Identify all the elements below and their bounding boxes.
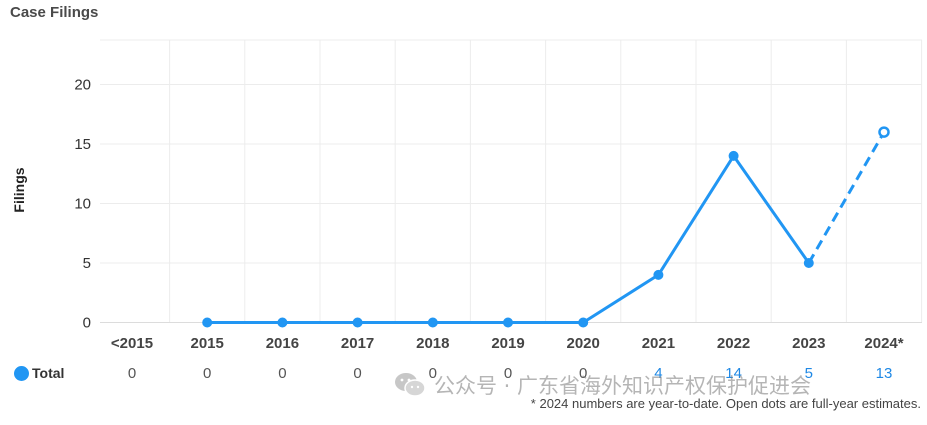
y-tick-label: 5 xyxy=(83,255,91,272)
series-line-total xyxy=(207,154,811,324)
y-tick-label: 15 xyxy=(74,136,91,153)
total-row-value: 0 xyxy=(128,365,136,382)
x-tick-label: 2021 xyxy=(642,335,675,352)
footnote: * 2024 numbers are year-to-date. Open do… xyxy=(530,396,921,411)
x-tick-label: 2024* xyxy=(864,335,903,352)
total-row-value: 0 xyxy=(203,365,211,382)
legend-dot-icon xyxy=(14,366,29,381)
y-tick-label: 10 xyxy=(74,196,91,213)
data-point xyxy=(728,150,739,161)
data-point xyxy=(503,317,513,328)
estimate-line xyxy=(807,131,886,264)
total-row-value: 0 xyxy=(429,365,437,382)
x-tick-label: 2022 xyxy=(717,335,750,352)
data-point xyxy=(578,317,589,328)
data-point xyxy=(427,317,438,328)
x-tick-label: 2018 xyxy=(416,335,449,352)
x-tick-label: 2015 xyxy=(191,335,224,352)
x-tick-label: 2017 xyxy=(341,335,374,352)
x-tick-label: 2020 xyxy=(567,335,600,352)
legend-label: Total xyxy=(32,365,65,381)
chart-title: Case Filings xyxy=(10,4,99,21)
x-tick-label: 2023 xyxy=(792,335,825,352)
total-row-value: 0 xyxy=(504,365,512,382)
estimate-point xyxy=(878,126,890,138)
y-axis-label: Filings xyxy=(11,167,27,213)
y-tick-label: 0 xyxy=(83,315,91,332)
total-row-value: 5 xyxy=(805,365,813,382)
total-row-value: 0 xyxy=(278,365,286,382)
data-point xyxy=(653,269,664,280)
total-row-value: 13 xyxy=(876,365,893,382)
y-tick-label: 20 xyxy=(74,77,91,94)
x-tick-label: <2015 xyxy=(111,335,153,352)
total-row-value: 14 xyxy=(725,365,742,382)
total-row-value: 0 xyxy=(579,365,587,382)
data-point xyxy=(202,317,213,328)
total-row-value: 4 xyxy=(654,365,662,382)
data-point xyxy=(277,317,288,328)
data-point xyxy=(803,258,814,268)
total-row-value: 0 xyxy=(353,365,361,382)
data-point xyxy=(352,317,363,328)
x-tick-label: 2019 xyxy=(491,335,524,352)
x-tick-label: 2016 xyxy=(266,335,299,352)
